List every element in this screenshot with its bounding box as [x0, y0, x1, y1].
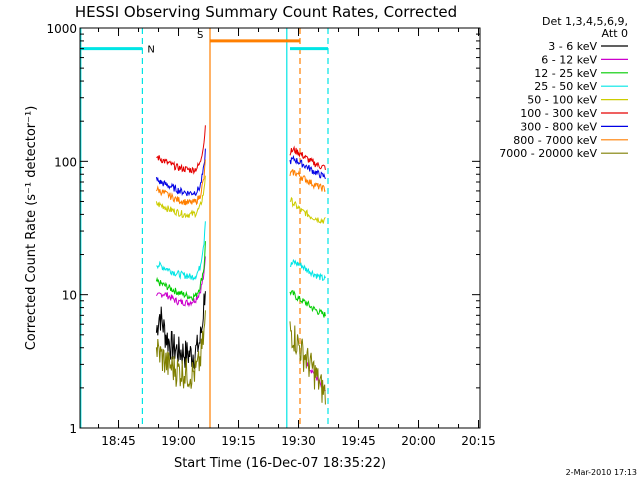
legend-header: Det 1,3,4,5,6,9, — [542, 15, 628, 28]
legend-label: 800 - 7000 keV — [513, 134, 597, 147]
plot-frame — [79, 27, 481, 429]
series-line — [289, 290, 326, 318]
plot-area: NS — [80, 28, 329, 428]
series-line — [289, 321, 326, 405]
x-tick-label: 20:00 — [401, 434, 436, 448]
x-tick-label: 19:30 — [281, 434, 316, 448]
legend-label: 7000 - 20000 keV — [499, 147, 597, 160]
legend-label: 300 - 800 keV — [520, 120, 597, 133]
y-tick-label: 1 — [69, 422, 77, 436]
legend-label: 3 - 6 keV — [548, 40, 597, 53]
y-axis-label: Corrected Count Rate (s⁻¹ detector⁻¹) — [24, 106, 39, 351]
timestamp: 2-Mar-2010 17:13 — [566, 468, 637, 477]
y-tick-label: 100 — [54, 155, 77, 169]
series-line — [155, 148, 206, 197]
series-line — [289, 168, 326, 193]
flag-label: N — [147, 45, 154, 56]
y-axis: 1 10 100 1000 — [46, 22, 480, 436]
legend-label: 12 - 25 keV — [534, 67, 597, 80]
series-line — [289, 258, 326, 282]
legend-label: 100 - 300 keV — [520, 107, 597, 120]
legend-label: 25 - 50 keV — [534, 80, 597, 93]
series-line — [289, 145, 326, 170]
legend-label: 50 - 100 keV — [527, 94, 597, 107]
series-line — [155, 291, 206, 371]
chart-title: HESSI Observing Summary Count Rates, Cor… — [75, 3, 457, 21]
x-tick-label: 19:45 — [341, 434, 376, 448]
series-line — [155, 310, 206, 389]
series-line — [155, 159, 206, 206]
series-line — [156, 125, 206, 175]
x-tick-label: 18:45 — [101, 434, 136, 448]
x-axis-label: Start Time (16-Dec-07 18:35:22) — [174, 456, 386, 471]
legend-header: Att 0 — [602, 27, 628, 40]
series-line — [156, 221, 206, 281]
x-tick-label: 19:15 — [221, 434, 256, 448]
flag-label: S — [197, 30, 203, 41]
x-axis: 18:45 19:00 19:15 19:30 19:45 20:00 20:15 — [98, 28, 496, 448]
x-tick-label: 20:15 — [461, 434, 496, 448]
series-line — [155, 175, 206, 219]
y-tick-label: 10 — [62, 289, 77, 303]
x-tick-label: 19:00 — [161, 434, 196, 448]
series-line — [289, 154, 326, 180]
y-tick-label: 1000 — [46, 22, 77, 36]
series-line — [289, 196, 326, 224]
legend-label: 6 - 12 keV — [541, 53, 597, 66]
series-line — [155, 256, 206, 308]
series-line — [155, 241, 206, 302]
